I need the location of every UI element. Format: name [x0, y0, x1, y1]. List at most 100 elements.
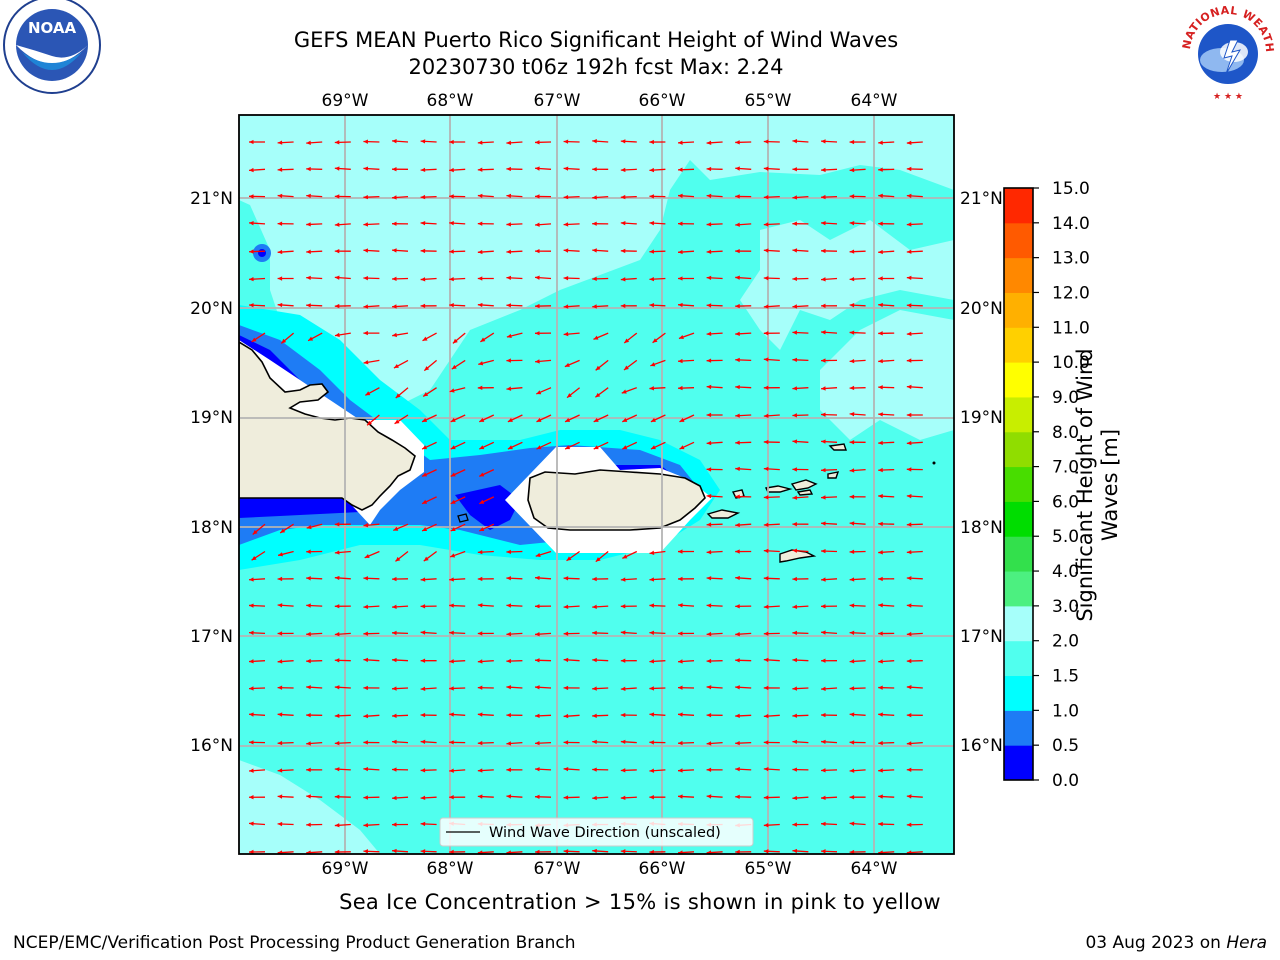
wave-direction-arrow	[306, 741, 323, 746]
legend-label: Wind Wave Direction (unscaled)	[489, 825, 721, 841]
wave-direction-arrow	[306, 658, 323, 664]
wave-direction-arrow	[763, 713, 780, 719]
wave-direction-arrow	[763, 222, 780, 227]
wave-direction-arrow	[420, 248, 437, 254]
wave-direction-arrow	[449, 550, 466, 558]
wave-direction-arrow	[906, 166, 923, 172]
wave-direction-arrow	[849, 303, 866, 308]
wave-direction-arrow	[477, 740, 494, 746]
map-legend: Wind Wave Direction (unscaled)	[439, 817, 754, 847]
wave-direction-arrow	[849, 795, 866, 800]
wave-direction-arrow	[248, 303, 266, 308]
wave-direction-arrow	[306, 222, 323, 227]
colorbar-tick-label: 15.0	[1052, 179, 1090, 199]
wave-direction-arrow	[506, 658, 523, 664]
wave-direction-arrow	[563, 222, 580, 227]
wave-direction-arrow	[878, 821, 895, 827]
wave-direction-arrow	[534, 604, 552, 609]
lon-labels-top: 69°W 68°W 67°W 66°W 65°W 64°W	[322, 91, 898, 111]
wave-contour-2-3m-east	[740, 220, 954, 350]
wave-direction-arrow	[906, 741, 923, 746]
wave-direction-arrow	[820, 577, 838, 582]
wave-direction-arrow	[563, 631, 580, 636]
wave-direction-arrow	[878, 221, 895, 226]
colorbar-tick-label: 13.0	[1052, 249, 1090, 269]
wave-direction-arrow	[792, 686, 809, 691]
wave-direction-arrow	[449, 686, 466, 691]
wave-direction-arrow	[906, 303, 923, 308]
wave-direction-arrow	[306, 822, 323, 827]
wave-direction-arrow	[652, 332, 666, 344]
wave-direction-arrow	[820, 712, 838, 718]
wave-direction-arrow	[249, 139, 265, 145]
wave-direction-arrow	[735, 303, 752, 309]
wave-direction-arrow	[391, 221, 409, 226]
wave-direction-arrow	[592, 248, 609, 253]
wave-direction-arrow	[763, 822, 780, 828]
wave-direction-arrow	[306, 549, 323, 554]
wave-direction-arrow	[563, 713, 580, 719]
sea-ice-note: Sea Ice Concentration > 15% is shown in …	[339, 890, 941, 914]
wave-direction-arrow	[623, 359, 638, 371]
wave-direction-arrow	[792, 848, 809, 854]
wave-direction-arrow	[534, 575, 552, 581]
wave-direction-arrow	[849, 603, 866, 608]
wave-direction-arrow	[735, 549, 752, 554]
colorbar-tick-label: 6.0	[1052, 492, 1079, 512]
wave-direction-arrow	[820, 303, 838, 309]
wave-direction-arrow	[391, 713, 409, 718]
wave-direction-arrow	[849, 221, 866, 226]
wave-direction-arrow	[677, 221, 695, 226]
wave-direction-arrow	[334, 222, 351, 227]
lon-label-bottom: 66°W	[639, 859, 686, 879]
wave-direction-arrow	[563, 657, 580, 663]
wave-direction-arrow	[706, 222, 723, 227]
wave-direction-arrow	[649, 768, 666, 773]
colorbar-tick-label: 0.5	[1052, 736, 1079, 756]
wave-direction-arrow	[849, 768, 866, 773]
wave-direction-arrow	[677, 193, 695, 199]
wave-direction-arrow	[477, 685, 494, 690]
wave-direction-arrow	[506, 332, 523, 339]
wave-direction-arrow	[479, 414, 495, 423]
lat-label-left: 16°N	[190, 736, 233, 756]
wave-direction-arrow	[477, 276, 494, 281]
wave-direction-arrow	[306, 140, 323, 145]
wave-direction-arrow	[248, 659, 266, 664]
wave-direction-arrow	[592, 630, 609, 636]
wave-direction-arrow	[649, 740, 666, 745]
wave-direction-arrow	[878, 385, 895, 390]
wave-direction-arrow	[849, 521, 866, 526]
colorbar-segment	[1004, 257, 1033, 293]
wave-direction-arrow	[906, 522, 923, 527]
wave-direction-arrow	[849, 139, 866, 145]
colorbar-segment	[1004, 501, 1033, 537]
wave-direction-arrow	[792, 495, 809, 500]
colorbar-label: Significant Height of Wind Waves [m]	[1073, 348, 1122, 622]
wave-direction-arrow	[563, 331, 580, 337]
wave-direction-arrow	[620, 248, 637, 254]
wave-direction-arrow	[563, 576, 580, 581]
wave-direction-arrow	[763, 166, 780, 171]
wave-direction-arrow	[906, 275, 923, 281]
wave-direction-arrow	[592, 304, 609, 309]
wave-direction-arrow	[592, 795, 609, 801]
wave-direction-arrow	[677, 768, 695, 773]
wave-direction-arrow	[534, 713, 552, 719]
wave-direction-arrow	[563, 166, 580, 171]
wave-direction-arrow	[849, 659, 866, 664]
wave-direction-arrow	[906, 140, 923, 145]
wave-direction-arrow	[763, 139, 780, 144]
wave-direction-arrow	[563, 740, 580, 745]
lon-label-top: 66°W	[639, 91, 686, 111]
wind-wave-arrows	[248, 139, 923, 854]
wave-direction-arrow	[735, 767, 752, 772]
wave-direction-arrow	[649, 220, 666, 226]
wave-direction-arrow	[677, 712, 695, 717]
wave-direction-arrow	[334, 248, 351, 254]
wave-direction-arrow	[735, 413, 752, 418]
wave-direction-arrow	[534, 331, 552, 336]
wave-direction-arrow	[792, 521, 809, 527]
wave-direction-arrow	[449, 849, 466, 854]
